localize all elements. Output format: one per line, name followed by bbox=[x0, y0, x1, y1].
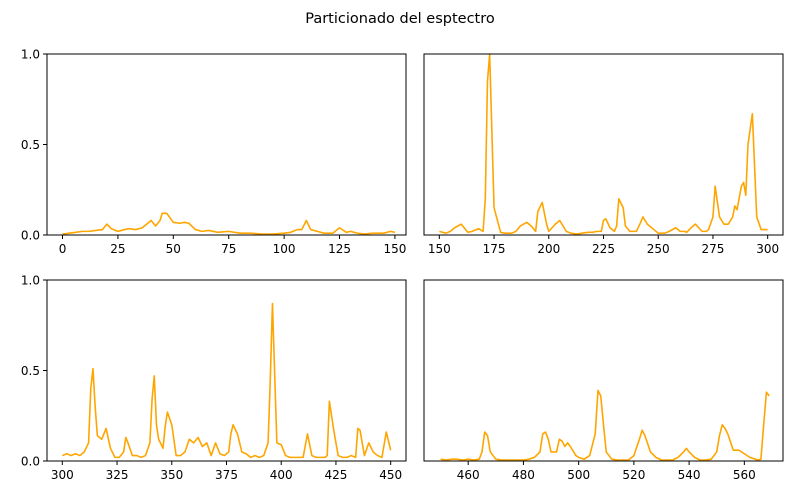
x-tick-label: 300 bbox=[756, 242, 779, 256]
chart-title: Particionado del esptectro bbox=[305, 11, 495, 27]
x-tick-label: 150 bbox=[383, 242, 406, 256]
subplot-top-left: 0 25 50 75 100 125 150 0.0 0.5 1.0 bbox=[21, 48, 407, 256]
x-tick-label: 460 bbox=[457, 468, 480, 482]
x-tick-label: 225 bbox=[592, 242, 615, 256]
subplot-top-right: 150 175 200 225 250 275 300 bbox=[423, 53, 784, 256]
y-tick-label: 1.0 bbox=[21, 48, 40, 62]
x-tick-label: 325 bbox=[106, 468, 129, 482]
x-tick-label: 250 bbox=[647, 242, 670, 256]
subplot-bottom-right: 460 480 500 520 540 560 bbox=[423, 279, 784, 482]
series-line bbox=[62, 302, 392, 459]
x-tick-label: 25 bbox=[110, 242, 125, 256]
x-tick-label: 425 bbox=[324, 468, 347, 482]
x-tick-label: 540 bbox=[678, 468, 701, 482]
x-tick-label: 500 bbox=[567, 468, 590, 482]
x-tick-label: 300 bbox=[51, 468, 74, 482]
x-tick-label: 100 bbox=[273, 242, 296, 256]
subplots: 0 25 50 75 100 125 150 0.0 0.5 1.0 150 175 200 225 250… bbox=[21, 48, 784, 482]
subplot-bottom-left: 300 325 350 375 400 425 450 0.0 0.5 1.0 bbox=[21, 274, 407, 482]
x-tick-label: 450 bbox=[379, 468, 402, 482]
x-tick-label: 275 bbox=[701, 242, 724, 256]
y-tick-label: 0.5 bbox=[21, 138, 40, 152]
y-tick-label: 0.0 bbox=[21, 455, 40, 469]
x-tick-label: 480 bbox=[512, 468, 535, 482]
x-tick-label: 175 bbox=[483, 242, 506, 256]
y-tick-label: 0.0 bbox=[21, 229, 40, 243]
x-tick-label: 50 bbox=[166, 242, 181, 256]
y-tick-label: 0.5 bbox=[21, 364, 40, 378]
x-tick-label: 560 bbox=[733, 468, 756, 482]
x-tick-label: 0 bbox=[59, 242, 67, 256]
x-tick-label: 520 bbox=[622, 468, 645, 482]
x-tick-label: 125 bbox=[328, 242, 351, 256]
x-tick-label: 375 bbox=[215, 468, 238, 482]
x-tick-label: 75 bbox=[221, 242, 236, 256]
series-line bbox=[440, 389, 770, 461]
x-tick-label: 150 bbox=[428, 242, 451, 256]
x-tick-label: 350 bbox=[160, 468, 183, 482]
series-line bbox=[62, 212, 396, 235]
y-tick-label: 1.0 bbox=[21, 274, 40, 288]
series-line bbox=[439, 53, 768, 235]
x-tick-label: 200 bbox=[537, 242, 560, 256]
axes-frame bbox=[423, 279, 784, 462]
x-tick-label: 400 bbox=[270, 468, 293, 482]
